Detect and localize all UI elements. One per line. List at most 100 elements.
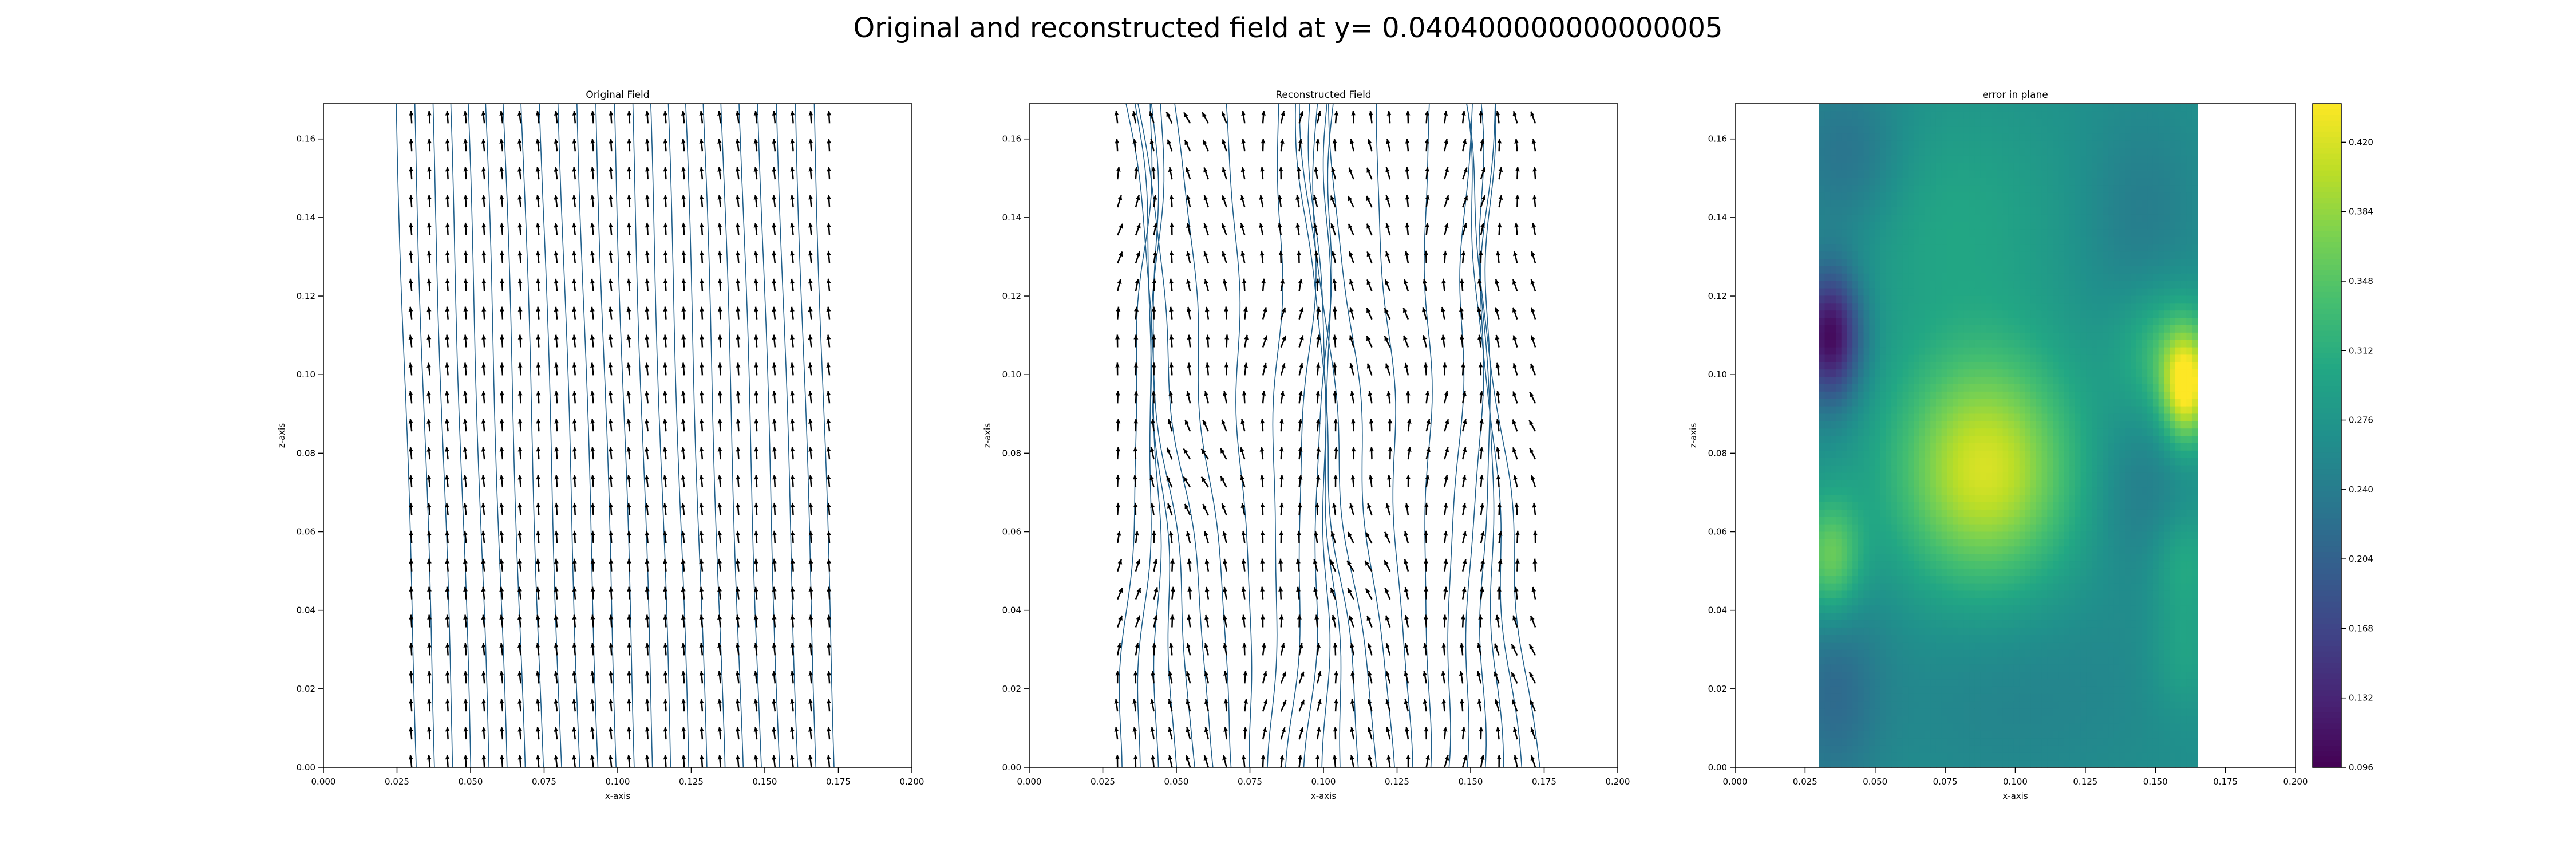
heatmap-cell: [1947, 465, 1953, 473]
heatmap-cell: [1963, 620, 1970, 628]
heatmap-cell: [1930, 443, 1937, 451]
x-tick-label: 0.050: [1164, 777, 1189, 787]
heatmap-cell: [1852, 760, 1859, 768]
field-arrow-head: [826, 447, 831, 452]
heatmap-cell: [1953, 642, 1959, 650]
field-arrow-head: [1461, 475, 1467, 480]
heatmap-cell: [1869, 752, 1875, 761]
field-arrow-head: [790, 699, 795, 704]
heatmap-cell: [1935, 538, 1942, 547]
field-arrow-head: [645, 111, 650, 116]
field-arrow-head: [1530, 279, 1535, 285]
field-arrow-head: [608, 278, 613, 284]
heatmap-cell: [1958, 487, 1965, 495]
heatmap-cell: [1875, 723, 1881, 731]
heatmap-cell: [1974, 649, 1981, 657]
heatmap-cell: [1869, 561, 1875, 569]
field-arrow-head: [500, 306, 504, 312]
heatmap-cell: [1925, 502, 1931, 510]
heatmap-cell: [1869, 295, 1875, 304]
y-tick-label: 0.04: [1002, 605, 1021, 616]
heatmap-cell: [1841, 760, 1848, 768]
heatmap-cell: [1935, 730, 1942, 739]
field-arrow-head: [1313, 559, 1318, 565]
heatmap-cell: [1852, 656, 1859, 665]
heatmap-cell: [1863, 376, 1870, 384]
heatmap-cell: [1935, 649, 1942, 657]
heatmap-cell: [1930, 435, 1937, 443]
heatmap-cell: [1858, 649, 1864, 657]
heatmap-cell: [1969, 531, 1976, 539]
field-arrow-head: [1532, 503, 1537, 508]
heatmap-cell: [1869, 583, 1875, 591]
heatmap-cell: [1925, 723, 1931, 731]
heatmap-cell: [1930, 125, 1937, 134]
heatmap-cell: [1925, 384, 1931, 392]
heatmap-cell: [1858, 708, 1864, 716]
heatmap-cell: [1902, 443, 1909, 451]
field-arrow-head: [481, 334, 487, 340]
heatmap-cell: [1958, 568, 1965, 576]
field-arrow-head: [572, 586, 577, 592]
heatmap-cell: [1841, 509, 1848, 517]
heatmap-cell: [1925, 118, 1931, 127]
heatmap-cell: [1886, 612, 1892, 621]
heatmap-cell: [1858, 302, 1864, 311]
heatmap-cell: [1819, 163, 1826, 171]
heatmap-cell: [1841, 251, 1848, 259]
heatmap-cell: [1886, 597, 1892, 606]
field-arrow-head: [699, 419, 704, 424]
heatmap-cell: [1925, 413, 1931, 421]
heatmap-cell: [1958, 228, 1965, 237]
heatmap-cell: [1841, 590, 1848, 598]
heatmap-cell: [1941, 133, 1947, 141]
heatmap-cell: [1858, 538, 1864, 547]
heatmap-cell: [1875, 163, 1881, 171]
heatmap-cell: [1958, 399, 1965, 407]
field-arrow-head: [681, 419, 686, 424]
field-arrow-head: [1187, 362, 1192, 368]
heatmap-cell: [1958, 715, 1965, 724]
heatmap-cell: [1897, 561, 1903, 569]
heatmap-cell: [1830, 177, 1836, 186]
field-arrow-head: [572, 306, 577, 312]
heatmap-cell: [1953, 627, 1959, 635]
heatmap-cell: [1830, 340, 1836, 348]
field-arrow-head: [609, 111, 614, 116]
heatmap-cell: [1830, 583, 1836, 591]
heatmap-cell: [1852, 184, 1859, 193]
heatmap-cell: [1941, 184, 1947, 193]
heatmap-cell: [1902, 671, 1909, 680]
heatmap-cell: [1897, 170, 1903, 178]
field-arrow-head: [427, 195, 432, 200]
heatmap-cell: [1914, 399, 1920, 407]
heatmap-cell: [1958, 546, 1965, 554]
heatmap-cell: [1930, 222, 1937, 230]
heatmap-cell: [1930, 671, 1937, 680]
heatmap-cell: [1930, 214, 1937, 222]
field-arrow-head: [590, 614, 595, 620]
heatmap-cell: [1969, 509, 1976, 517]
heatmap-cell: [1880, 405, 1887, 414]
heatmap-cell: [1863, 177, 1870, 186]
field-arrow-head: [772, 671, 777, 676]
field-arrow-head: [1150, 503, 1155, 508]
field-arrow-head: [1201, 476, 1206, 482]
field-arrow-head: [717, 139, 722, 144]
field-arrow-head: [445, 614, 450, 620]
field-arrow-head: [426, 362, 432, 368]
field-arrow-head: [663, 643, 668, 648]
field-arrow-head: [1423, 614, 1428, 620]
field-arrow-head: [1299, 307, 1304, 313]
heatmap-cell: [1875, 605, 1881, 613]
heatmap-cell: [1875, 576, 1881, 584]
heatmap-cell: [1963, 170, 1970, 178]
field-arrow-head: [1367, 643, 1372, 648]
field-arrow-head: [1350, 391, 1355, 396]
heatmap-cell: [1819, 465, 1826, 473]
heatmap-cell: [1869, 354, 1875, 362]
field-arrow-head: [1349, 335, 1354, 341]
streamline: [720, 103, 744, 768]
heatmap-cell: [1875, 686, 1881, 694]
heatmap-cell: [1919, 686, 1926, 694]
